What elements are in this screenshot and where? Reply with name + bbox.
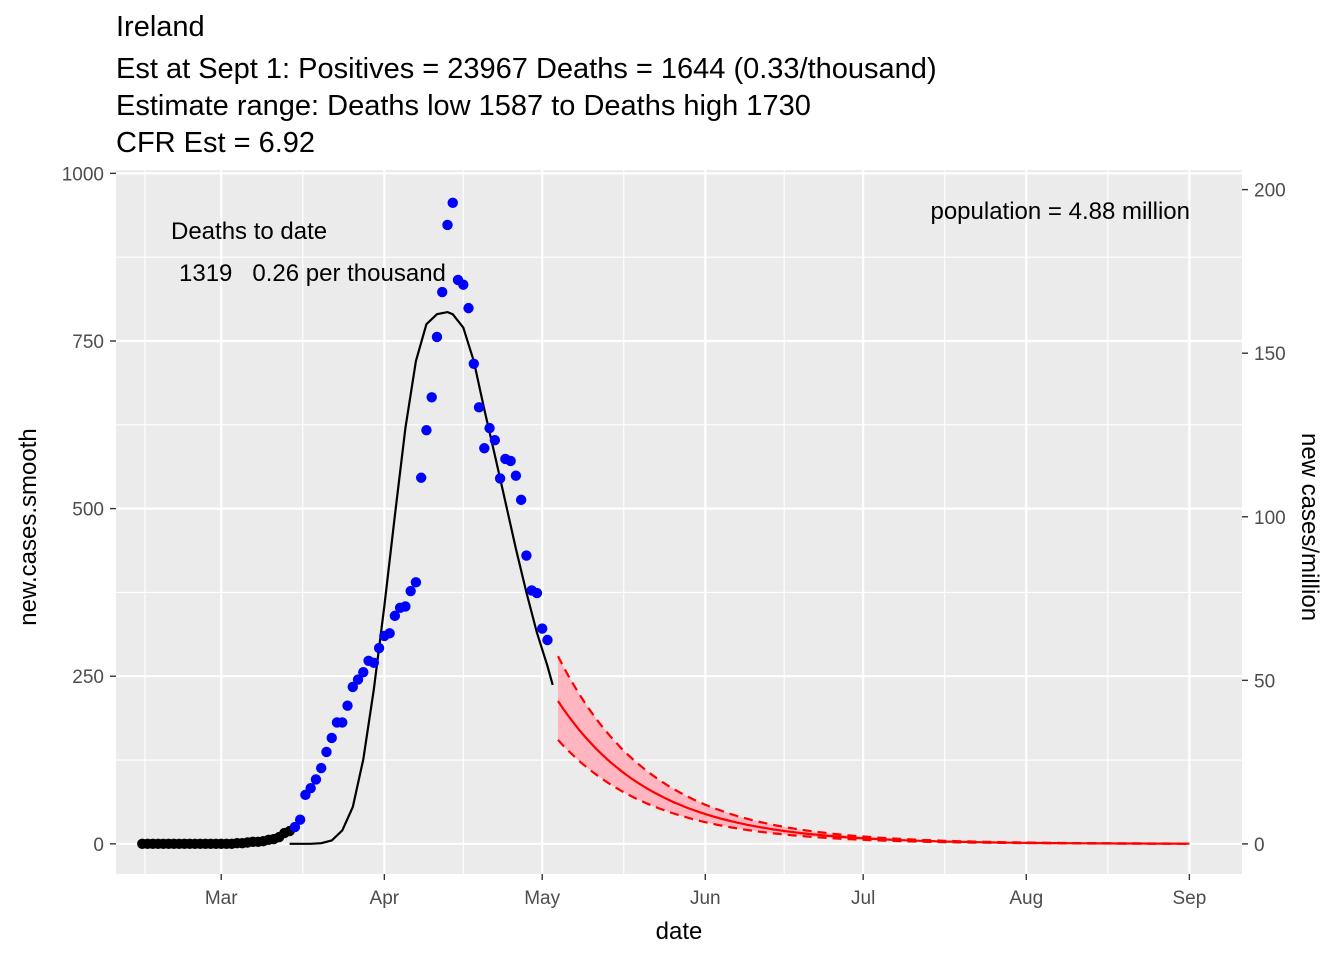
case-point-21 (400, 601, 411, 612)
case-point-41 (505, 455, 516, 467)
case-point-36 (479, 443, 490, 454)
fit-curve-line (289, 310, 554, 845)
case-point-6 (321, 746, 332, 758)
y2-axis-title: new cases/million (1296, 433, 1323, 621)
x-tick-label-Mar: Mar (205, 888, 238, 909)
y2-tick-label-200: 200 (1254, 181, 1286, 202)
case-point-27 (431, 331, 443, 343)
title-line-4: CFR Est = 6.92 (116, 127, 315, 159)
case-point-16 (373, 642, 385, 654)
title-line-3: Estimate range: Deaths low 1587 to Death… (116, 90, 811, 122)
x-tick-label-May: May (524, 888, 560, 909)
chart-title: Ireland Est at Sept 1: Positives = 23967… (116, 11, 937, 159)
grid-major (116, 170, 1242, 874)
case-point-11 (347, 681, 358, 693)
case-point-0 (289, 821, 301, 833)
case-point-47 (536, 623, 548, 634)
case-point-22 (405, 585, 416, 597)
x-tick-label-Apr: Apr (370, 888, 400, 909)
case-point-13 (358, 666, 369, 678)
case-point-43 (515, 494, 527, 506)
case-point-12 (352, 674, 364, 685)
case-point-10 (342, 700, 353, 711)
population-label: population = 4.88 million (930, 198, 1190, 225)
case-point-38 (489, 435, 501, 446)
point-layer (137, 197, 553, 850)
case-point-46 (531, 587, 543, 599)
x-tick-label-Jul: Jul (851, 888, 875, 909)
title-line-1: Ireland (116, 11, 205, 43)
x-tick-label-Sep: Sep (1172, 888, 1206, 909)
x-axis-title: date (656, 918, 703, 945)
y2-tick-label-0: 0 (1254, 835, 1265, 856)
y-tick-label-750: 750 (72, 332, 104, 353)
y-tick-label-0: 0 (93, 835, 104, 856)
case-point-35 (473, 402, 485, 413)
x-tick-label-Jun: Jun (690, 888, 721, 909)
case-point-4 (310, 774, 322, 785)
case-point-18 (384, 628, 395, 639)
case-point-3 (305, 782, 316, 794)
grid-minor (116, 170, 1242, 874)
y-tick-label-1000: 1000 (62, 164, 104, 185)
y2-tick-label-50: 50 (1254, 671, 1275, 692)
case-point-28 (437, 286, 448, 298)
case-point-37 (484, 422, 495, 434)
y2-tick-label-100: 100 (1254, 508, 1286, 529)
forecast-upper-line (557, 655, 1190, 845)
case-point-1 (294, 814, 306, 825)
case-point-33 (463, 302, 474, 314)
y-tick-label-250: 250 (72, 667, 104, 688)
y-axis-left: 0 250 500 750 1000 (62, 164, 116, 856)
case-point-44 (521, 550, 532, 561)
case-point-25 (421, 424, 432, 436)
deaths-heading-label: Deaths to date (171, 218, 327, 245)
case-point-23 (410, 577, 422, 588)
case-point-32 (458, 279, 469, 290)
case-point-5 (316, 762, 327, 774)
y2-tick-label-150: 150 (1254, 344, 1286, 365)
title-line-2: Est at Sept 1: Positives = 23967 Deaths … (116, 53, 937, 85)
case-point-9 (337, 717, 348, 728)
deaths-values-label: 1319 0.26 per thousand (179, 260, 446, 287)
case-point-19 (389, 610, 401, 622)
plot-panel (116, 170, 1242, 874)
case-point-39 (494, 473, 506, 484)
case-point-42 (510, 470, 522, 481)
case-point-15 (368, 657, 380, 668)
y-axis-title: new.cases.smooth (15, 428, 42, 625)
case-point-34 (468, 358, 479, 369)
x-axis: Mar Apr May Jun Jul Aug Sep (205, 874, 1206, 909)
case-point-26 (426, 392, 437, 403)
case-point-24 (415, 472, 427, 483)
line-layer (289, 310, 1190, 845)
forecast-lower-line (557, 739, 1190, 845)
case-point-30 (447, 197, 458, 209)
y-axis-right: 0 50 100 150 200 (1242, 181, 1286, 856)
case-point-29 (442, 219, 453, 231)
case-point-7 (326, 732, 337, 744)
y-tick-label-500: 500 (72, 500, 104, 521)
x-tick-label-Aug: Aug (1009, 888, 1043, 909)
case-point-48 (542, 634, 553, 646)
forecast-central-line (557, 700, 1190, 845)
